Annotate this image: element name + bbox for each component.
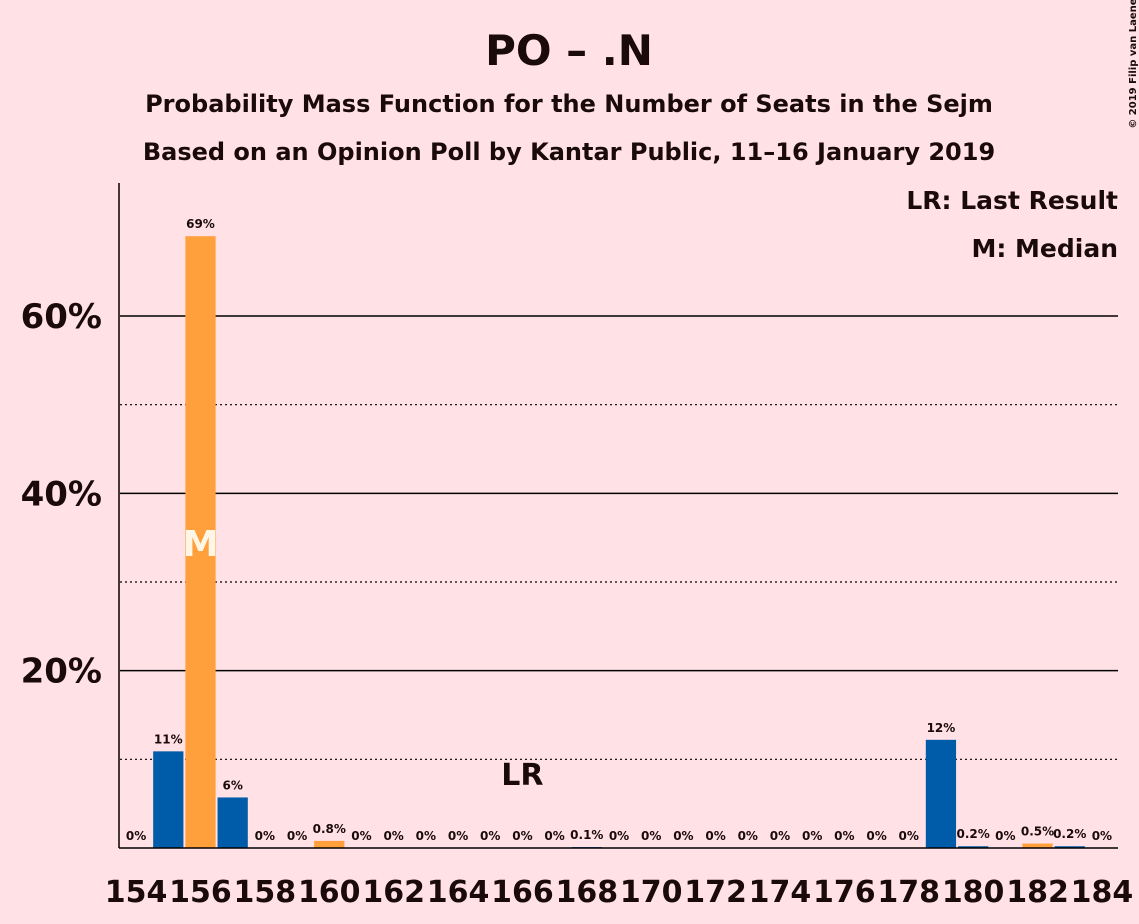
value-label: 0.2% (1053, 827, 1086, 841)
value-label: 0% (1092, 829, 1112, 843)
chart-title: PO – .N (485, 26, 653, 75)
x-tick-label: 156 (169, 875, 232, 910)
value-label: 0% (351, 829, 371, 843)
bar (925, 739, 957, 848)
x-tick-label: 160 (298, 875, 361, 910)
value-label: 0% (287, 829, 307, 843)
x-tick-label: 182 (1006, 875, 1069, 910)
value-label: 0% (609, 829, 629, 843)
x-tick-label: 166 (491, 875, 554, 910)
y-tick-label: 20% (21, 652, 102, 692)
value-label: 0% (834, 829, 854, 843)
x-tick-label: 168 (555, 875, 618, 910)
value-label: 0% (705, 829, 725, 843)
y-tick-label: 60% (21, 297, 102, 337)
x-tick-label: 154 (105, 875, 168, 910)
copyright: © 2019 Filip van Laenen (1128, 0, 1139, 129)
last-result-marker: LR (501, 758, 543, 793)
value-label: 0% (866, 829, 886, 843)
x-tick-label: 172 (684, 875, 747, 910)
median-marker: M (183, 524, 219, 565)
bar (153, 751, 184, 848)
value-label: 0% (641, 829, 661, 843)
x-tick-label: 174 (749, 875, 812, 910)
chart-subtitle: Probability Mass Function for the Number… (145, 90, 993, 118)
bar (217, 797, 248, 848)
value-label: 0% (255, 829, 275, 843)
bar (1054, 846, 1085, 848)
value-label: 0% (738, 829, 758, 843)
x-tick-label: 178 (877, 875, 940, 910)
value-label: 0.5% (1021, 825, 1054, 839)
value-label: 0% (448, 829, 468, 843)
x-tick-label: 170 (620, 875, 683, 910)
value-label: 0% (673, 829, 693, 843)
legend-entry: M: Median (971, 234, 1118, 263)
value-label: 0.2% (956, 827, 989, 841)
value-label: 0.1% (570, 828, 603, 842)
chart-subtitle: Based on an Opinion Poll by Kantar Publi… (143, 138, 995, 166)
value-label: 0.8% (313, 822, 346, 836)
legend-entry: LR: Last Result (906, 186, 1118, 215)
value-label: 11% (154, 732, 183, 746)
value-label: 0% (770, 829, 790, 843)
value-label: 6% (222, 778, 242, 792)
value-label: 12% (927, 721, 956, 735)
value-label: 0% (899, 829, 919, 843)
value-label: 0% (416, 829, 436, 843)
x-tick-label: 164 (427, 875, 490, 910)
x-tick-label: 180 (942, 875, 1005, 910)
x-tick-label: 158 (234, 875, 297, 910)
bar (314, 840, 345, 848)
bar (957, 846, 989, 848)
bar (185, 236, 216, 848)
value-label: 0% (512, 829, 532, 843)
y-tick-label: 40% (21, 474, 102, 514)
value-label: 0% (995, 829, 1015, 843)
value-label: 69% (186, 217, 215, 231)
value-label: 0% (383, 829, 403, 843)
bar (1022, 843, 1053, 848)
value-label: 0% (126, 829, 146, 843)
x-tick-label: 162 (362, 875, 425, 910)
value-label: 0% (802, 829, 822, 843)
value-label: 0% (480, 829, 500, 843)
x-tick-label: 184 (1071, 875, 1134, 910)
x-tick-label: 176 (813, 875, 876, 910)
value-label: 0% (544, 829, 564, 843)
